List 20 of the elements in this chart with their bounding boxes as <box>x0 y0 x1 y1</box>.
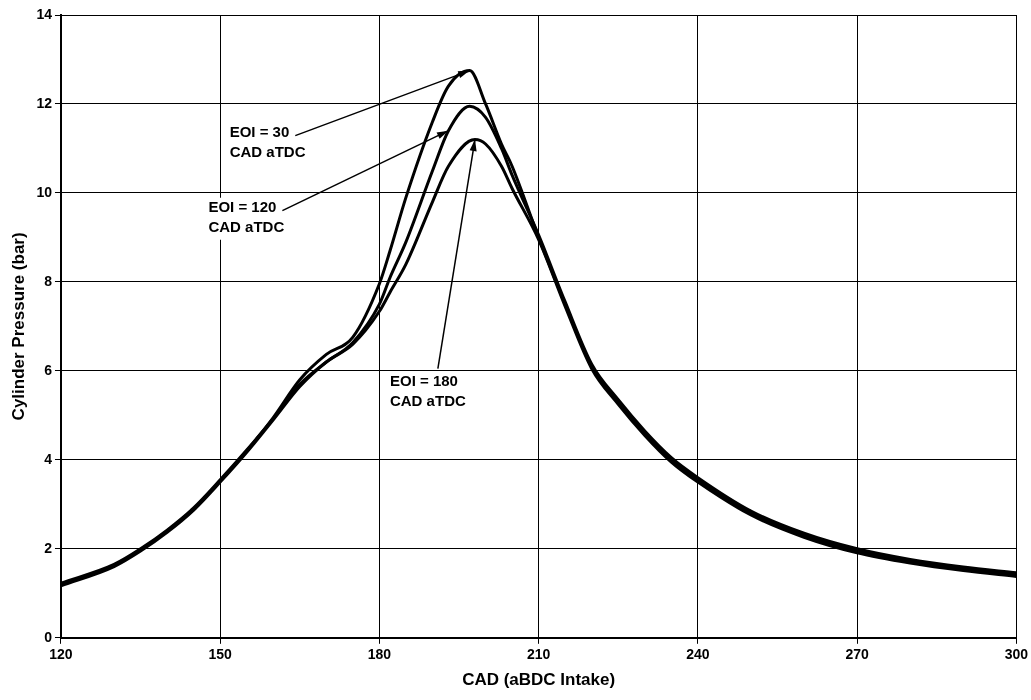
y-tick-label: 4 <box>44 450 53 467</box>
y-tick-label: 10 <box>36 183 53 200</box>
x-tick-label: 240 <box>686 646 710 663</box>
x-tick-label: 120 <box>49 646 73 663</box>
x-axis-title: CAD (aBDC Intake) <box>462 670 616 690</box>
x-tick-label: 150 <box>208 646 233 663</box>
x-tick-label: 180 <box>367 646 392 663</box>
y-axis-title: Cylinder Pressure (bar) <box>8 232 28 421</box>
y-tick-label: 0 <box>44 628 53 645</box>
y-tick-label: 14 <box>36 5 53 22</box>
x-tick-label: 270 <box>845 646 869 663</box>
y-tick-label: 8 <box>44 272 53 289</box>
annotation: EOI = 180 CAD aTDC <box>389 372 466 410</box>
y-tick-label: 2 <box>44 539 53 556</box>
y-tick-label: 12 <box>36 94 53 111</box>
x-tick-label: 210 <box>526 646 551 663</box>
annotation: EOI = 30 CAD aTDC <box>229 123 306 161</box>
y-tick-label: 6 <box>44 361 53 378</box>
annotation: EOI = 120 CAD aTDC <box>208 198 285 236</box>
x-tick-label: 300 <box>1004 646 1029 663</box>
